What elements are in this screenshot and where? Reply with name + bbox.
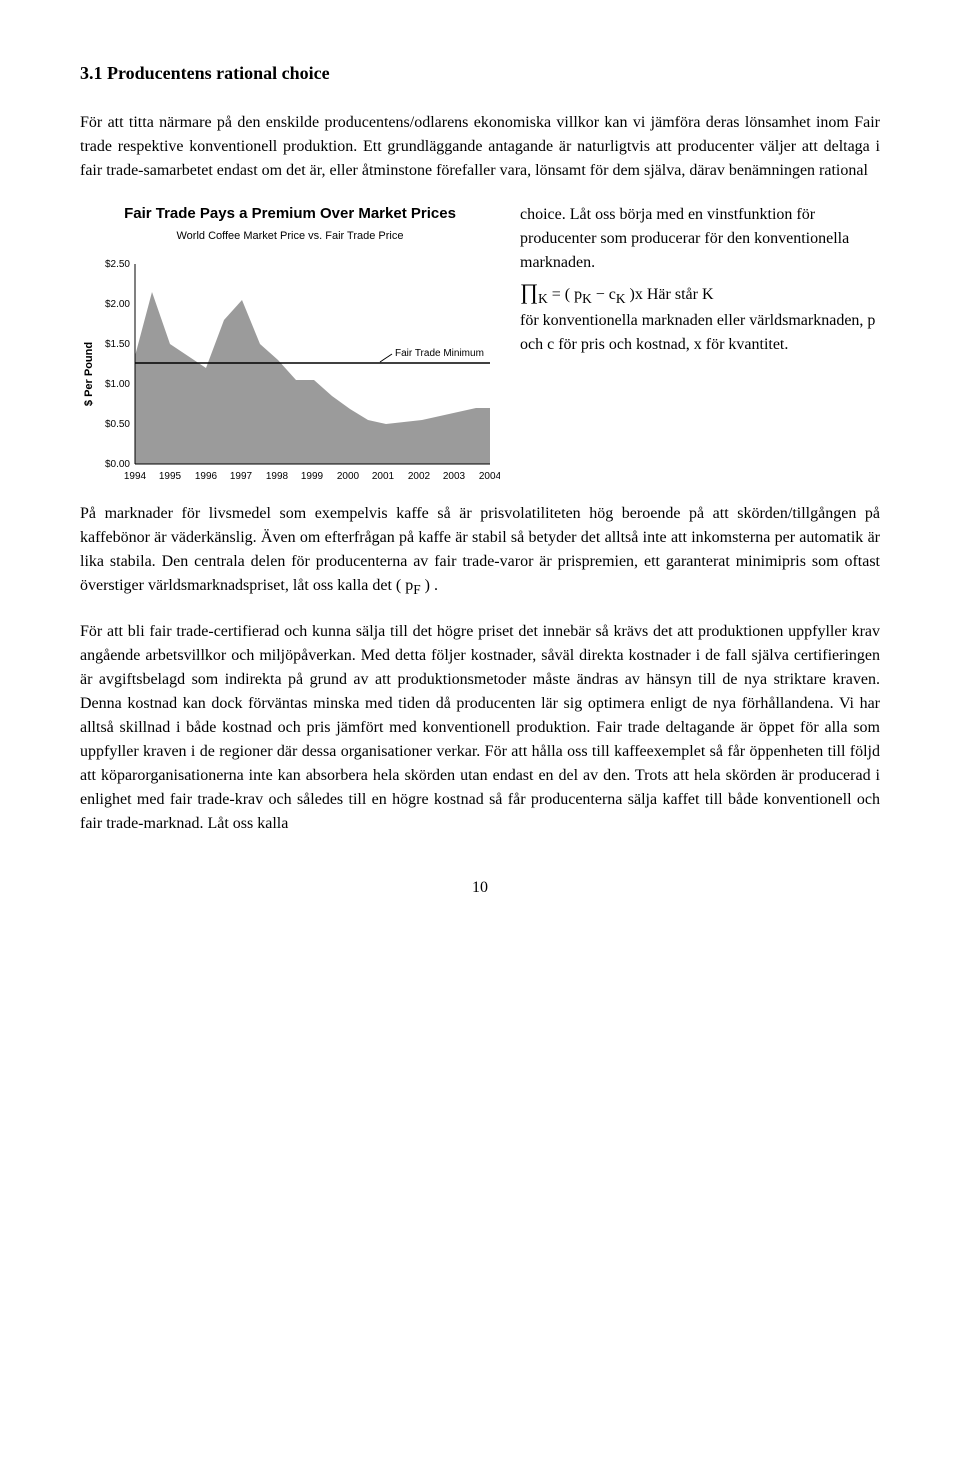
chart-subtitle: World Coffee Market Price vs. Fair Trade… (80, 228, 500, 245)
svg-text:2000: 2000 (337, 471, 360, 482)
svg-text:1998: 1998 (266, 471, 289, 482)
svg-text:1994: 1994 (124, 471, 147, 482)
y-axis-label: $ Per Pound (83, 342, 95, 406)
svg-text:$1.50: $1.50 (105, 339, 130, 350)
svg-text:$2.50: $2.50 (105, 259, 130, 270)
svg-text:1999: 1999 (301, 471, 324, 482)
chart-svg: $ Per Pound $0.00 $0.50 $1.00 $1.50 $2.0… (80, 254, 500, 494)
x-ticks: 1994 1995 1996 1997 1998 1999 2000 2001 … (124, 471, 500, 482)
page-number: 10 (80, 876, 880, 900)
section-heading: 3.1 Producentens rational choice (80, 60, 880, 87)
price-chart: Fair Trade Pays a Premium Over Market Pr… (80, 203, 500, 494)
svg-text:$0.50: $0.50 (105, 419, 130, 430)
right-text-a: choice. Låt oss börja med en vinstfunkti… (520, 206, 849, 271)
svg-text:2004: 2004 (479, 471, 500, 482)
svg-text:$0.00: $0.00 (105, 459, 130, 470)
profit-formula: ∏K = ( pK − cK )x (520, 286, 647, 303)
market-price-area (135, 292, 490, 464)
svg-text:2002: 2002 (408, 471, 431, 482)
legend-pointer (380, 354, 392, 362)
chart-and-text-wrap: Fair Trade Pays a Premium Over Market Pr… (80, 203, 880, 502)
svg-text:2003: 2003 (443, 471, 466, 482)
svg-text:2001: 2001 (372, 471, 395, 482)
svg-text:1996: 1996 (195, 471, 218, 482)
svg-text:$2.00: $2.00 (105, 299, 130, 310)
right-text-b: för konventionella marknaden eller värld… (520, 312, 875, 353)
fair-trade-min-label: Fair Trade Minimum (395, 348, 484, 359)
svg-text:$1.00: $1.00 (105, 379, 130, 390)
chart-title: Fair Trade Pays a Premium Over Market Pr… (80, 203, 500, 226)
formula-after: Här står K (647, 286, 714, 303)
svg-text:1995: 1995 (159, 471, 182, 482)
svg-text:1997: 1997 (230, 471, 253, 482)
paragraph-3: För att bli fair trade-certifierad och k… (80, 620, 880, 836)
paragraph-2: På marknader för livsmedel som exempelvi… (80, 502, 880, 600)
paragraph-1: För att titta närmare på den enskilde pr… (80, 111, 880, 183)
y-ticks: $0.00 $0.50 $1.00 $1.50 $2.00 $2.50 (105, 259, 130, 470)
